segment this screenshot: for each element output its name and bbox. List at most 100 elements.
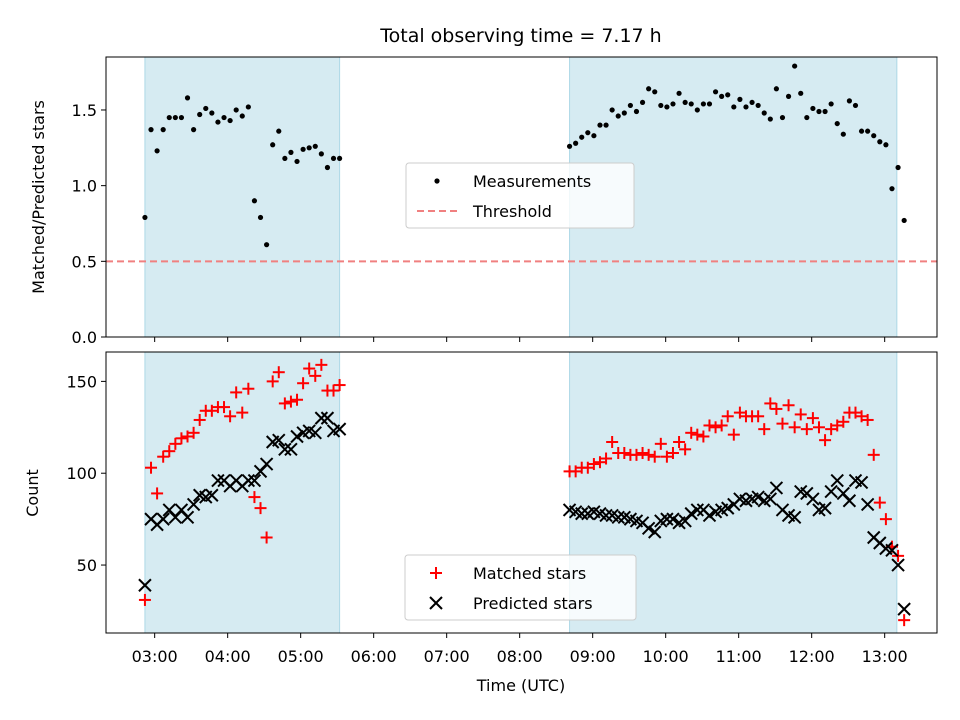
matched-star-point bbox=[861, 413, 874, 426]
measurement-point bbox=[804, 114, 810, 121]
predicted-star-point bbox=[763, 492, 778, 506]
matched-star-point bbox=[758, 423, 771, 436]
predicted-star-point bbox=[180, 510, 195, 525]
matched-star-point bbox=[309, 369, 322, 382]
measurement-point bbox=[324, 164, 331, 171]
measurement-point bbox=[239, 113, 245, 119]
predicted-star-point bbox=[648, 525, 662, 539]
measurement-point bbox=[585, 130, 591, 136]
predicted-star-point bbox=[284, 442, 298, 457]
measurement-point bbox=[615, 113, 621, 119]
predicted-star-point bbox=[138, 578, 152, 592]
legend-predicted-marker bbox=[429, 596, 443, 610]
predicted-star-point bbox=[842, 494, 857, 508]
measurement-point bbox=[670, 101, 676, 107]
bottom-y-axis-title: Count bbox=[23, 469, 42, 517]
measurement-point bbox=[203, 105, 209, 112]
predicted-star-point bbox=[891, 558, 905, 572]
measurement-point bbox=[871, 133, 877, 139]
x-tick-label: 13:00 bbox=[862, 647, 908, 666]
measurement-point bbox=[743, 104, 749, 110]
matched-star-point bbox=[654, 437, 667, 450]
measurement-point bbox=[834, 120, 840, 127]
x-tick-label: 07:00 bbox=[424, 647, 470, 666]
y-tick-label: 150 bbox=[66, 372, 97, 391]
predicted-star-point bbox=[787, 510, 802, 525]
matched-star-point bbox=[630, 448, 643, 461]
matched-star-point bbox=[673, 435, 686, 448]
measurement-point bbox=[603, 122, 609, 128]
predicted-star-point bbox=[272, 433, 286, 447]
matched-star-point bbox=[636, 447, 649, 460]
measurement-point bbox=[646, 86, 652, 92]
measurement-point bbox=[251, 198, 258, 204]
matched-star-point bbox=[315, 358, 328, 371]
matched-star-point bbox=[715, 419, 728, 432]
measurement-point bbox=[270, 142, 276, 148]
measurement-point bbox=[798, 90, 804, 96]
matched-star-point bbox=[587, 458, 600, 471]
measurement-point bbox=[306, 145, 312, 151]
measurement-point bbox=[621, 110, 627, 116]
measurement-point bbox=[245, 104, 251, 110]
matched-star-point bbox=[297, 377, 310, 390]
measurement-point bbox=[300, 146, 306, 152]
matched-star-point bbox=[867, 448, 880, 461]
measurement-point bbox=[337, 155, 343, 162]
matched-star-point bbox=[819, 434, 832, 447]
matched-star-point bbox=[642, 448, 655, 461]
matched-star-point bbox=[236, 406, 249, 419]
measurement-point bbox=[658, 102, 664, 109]
legend-matched-marker bbox=[430, 567, 442, 579]
measurement-point bbox=[846, 98, 852, 104]
matched-star-point bbox=[782, 399, 795, 412]
plot-area bbox=[106, 63, 937, 263]
measurement-point bbox=[865, 128, 871, 134]
predicted-star-point bbox=[314, 411, 329, 425]
measurement-point bbox=[579, 134, 585, 140]
matched-star-point bbox=[691, 428, 704, 441]
measurement-point bbox=[221, 114, 227, 121]
matched-star-point bbox=[569, 465, 582, 478]
measurement-point bbox=[858, 128, 865, 134]
x-tick-label: 05:00 bbox=[278, 647, 324, 666]
legend-matched-label: Matched stars bbox=[473, 564, 586, 583]
y-tick-label: 1.0 bbox=[72, 177, 97, 196]
measurement-point bbox=[294, 158, 300, 165]
measurement-point bbox=[166, 114, 172, 121]
measurement-point bbox=[785, 93, 792, 99]
predicted-star-point bbox=[278, 442, 292, 457]
measurement-point bbox=[591, 133, 597, 139]
x-tick-label: 09:00 bbox=[570, 647, 616, 666]
matched-star-point bbox=[733, 406, 746, 419]
measurement-point bbox=[197, 111, 203, 118]
plot-area bbox=[138, 358, 911, 627]
measurement-point bbox=[779, 114, 786, 121]
bottom-legend: Matched stars Predicted stars bbox=[404, 554, 637, 621]
measurement-point bbox=[191, 127, 197, 133]
measurement-point bbox=[761, 110, 767, 116]
predicted-star-point bbox=[575, 506, 589, 521]
measurement-point bbox=[749, 99, 755, 106]
matched-star-point bbox=[303, 362, 316, 375]
predicted-star-point bbox=[860, 497, 875, 512]
matched-star-point bbox=[837, 415, 850, 428]
matched-star-point bbox=[242, 382, 255, 395]
measurement-point bbox=[633, 108, 640, 115]
x-tick-label: 12:00 bbox=[789, 647, 835, 666]
matched-star-point bbox=[825, 423, 838, 436]
y-tick-label: 1.5 bbox=[72, 101, 97, 120]
matched-star-point bbox=[648, 450, 661, 463]
top-legend: Measurements Threshold bbox=[405, 162, 635, 229]
matched-star-point bbox=[327, 384, 340, 397]
predicted-star-point bbox=[885, 543, 899, 558]
matched-star-point bbox=[703, 419, 716, 432]
matched-star-point bbox=[175, 432, 188, 445]
predicted-star-point bbox=[666, 512, 680, 526]
predicted-star-point bbox=[751, 490, 765, 504]
matched-star-point bbox=[193, 413, 206, 426]
measurement-point bbox=[142, 214, 148, 221]
measurement-point bbox=[209, 110, 215, 116]
matched-star-point bbox=[151, 487, 164, 500]
